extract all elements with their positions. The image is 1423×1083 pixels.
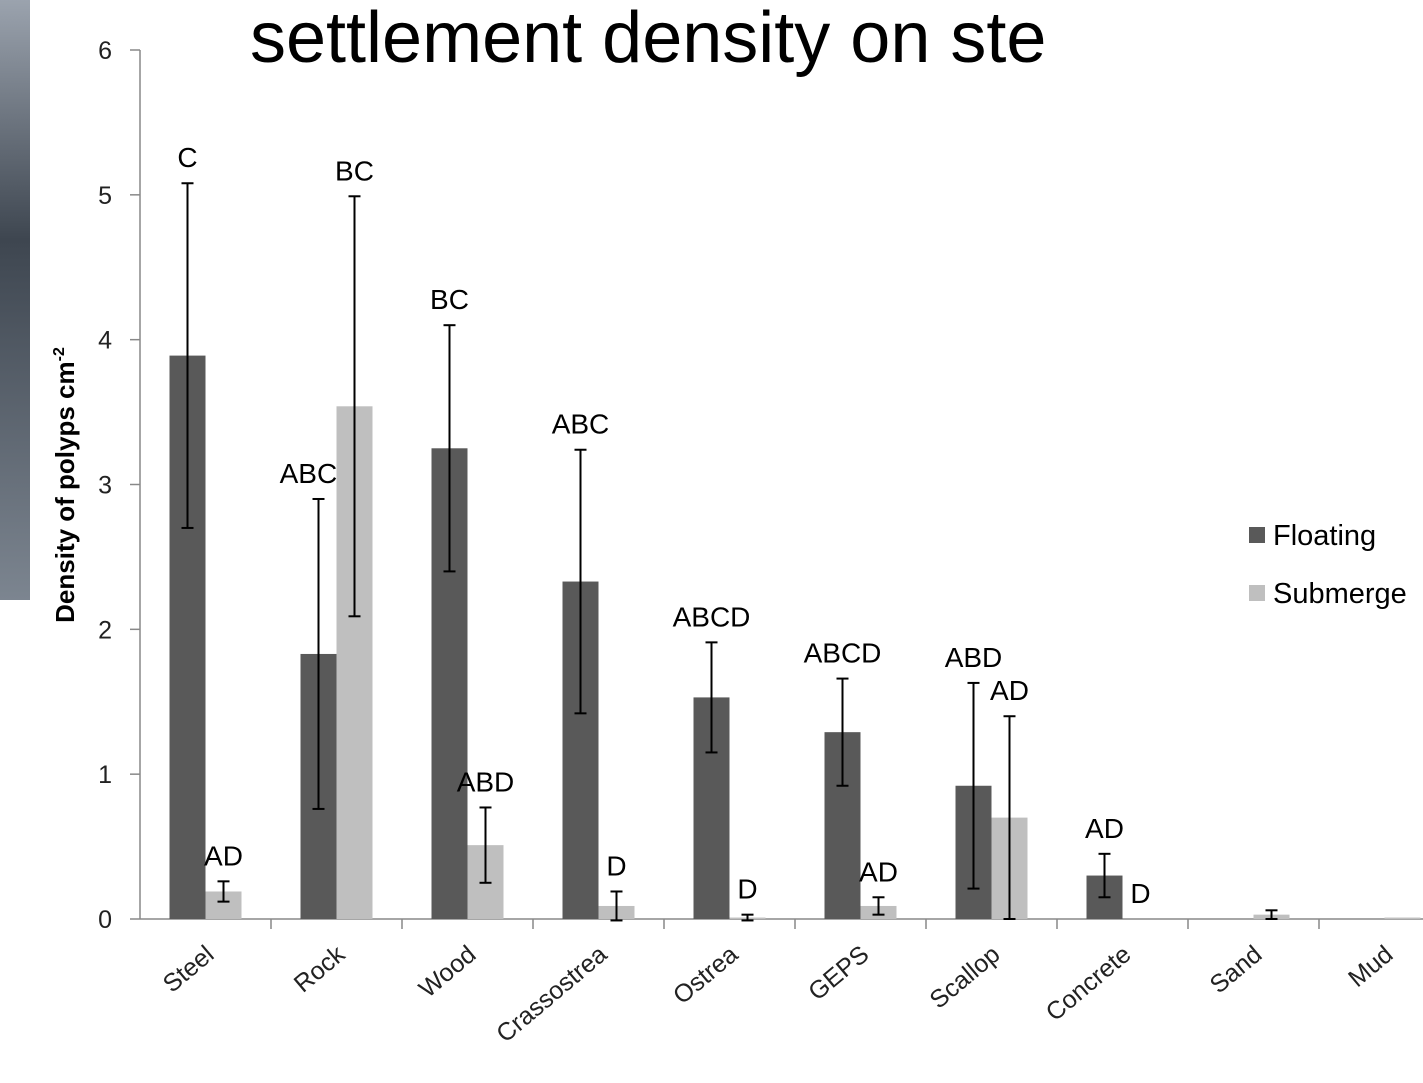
significance-letter: D bbox=[737, 874, 757, 905]
x-tick-label: Ostrea bbox=[668, 940, 744, 1010]
x-tick-label: Crassostrea bbox=[491, 940, 612, 1048]
y-tick-label: 1 bbox=[98, 761, 112, 789]
error-bar bbox=[742, 915, 754, 921]
significance-letter: AD bbox=[204, 840, 243, 871]
significance-letter: ABD bbox=[457, 766, 515, 797]
y-axis-label-text: Density of polyps cm bbox=[50, 361, 80, 623]
y-axis-label: Density of polyps cm-2 bbox=[50, 347, 80, 623]
y-tick-label: 3 bbox=[98, 472, 112, 500]
chart-title: settlement density on ste bbox=[250, 0, 1046, 78]
legend-label: Floating bbox=[1273, 520, 1376, 552]
x-tick-label: Scallop bbox=[925, 940, 1006, 1014]
y-tick-label: 0 bbox=[98, 906, 112, 934]
y-tick-label: 4 bbox=[98, 327, 112, 355]
x-tick-label: GEPS bbox=[803, 940, 874, 1006]
legend-swatch bbox=[1249, 585, 1265, 601]
x-tick-label: Mud bbox=[1343, 940, 1398, 993]
significance-letter: D bbox=[606, 850, 626, 881]
x-tick-label: Rock bbox=[289, 940, 351, 998]
significance-letter: ABC bbox=[552, 409, 610, 440]
significance-letter: AD bbox=[1085, 813, 1124, 844]
significance-letter: D bbox=[1130, 878, 1150, 909]
bar bbox=[1385, 918, 1421, 919]
x-tick-label: Sand bbox=[1205, 940, 1268, 999]
significance-letter: C bbox=[177, 142, 197, 173]
y-tick-label: 6 bbox=[98, 37, 112, 65]
legend-swatch bbox=[1249, 527, 1265, 543]
x-tick-label: Steel bbox=[158, 940, 220, 998]
y-axis-label-superscript: -2 bbox=[51, 347, 68, 361]
chart: settlement density on ste Density of pol… bbox=[0, 0, 1423, 1083]
x-tick-label: Wood bbox=[414, 940, 482, 1003]
significance-letter: ABCD bbox=[673, 601, 751, 632]
legend-label: Submerge bbox=[1273, 578, 1407, 610]
y-tick-label: 5 bbox=[98, 182, 112, 210]
significance-letter: ABCD bbox=[804, 638, 882, 669]
y-tick-label: 2 bbox=[98, 616, 112, 644]
significance-letter: AD bbox=[859, 856, 898, 887]
significance-letter: ABD bbox=[945, 642, 1003, 673]
significance-letter: BC bbox=[335, 155, 374, 186]
significance-letter: AD bbox=[990, 675, 1029, 706]
slide-edge bbox=[0, 0, 30, 600]
x-tick-label: Concrete bbox=[1041, 940, 1137, 1027]
significance-letter: BC bbox=[430, 284, 469, 315]
